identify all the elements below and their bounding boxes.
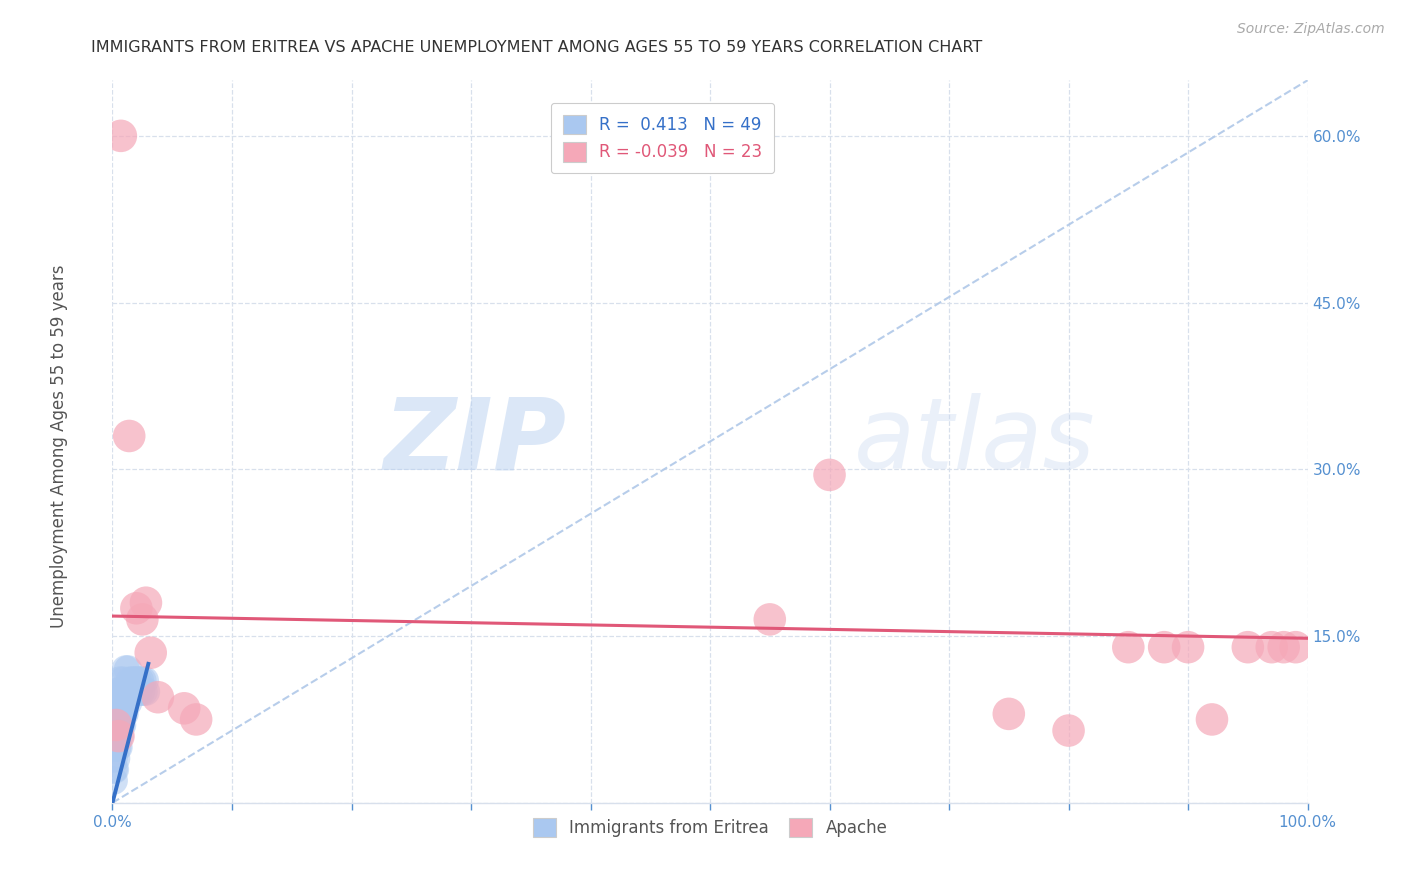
Point (108, 729, 131, 743)
Point (105, 696, 128, 710)
Point (105, 740, 128, 755)
Text: ZIP: ZIP (384, 393, 567, 490)
Point (105, 751, 128, 765)
Point (129, 684, 152, 698)
Point (135, 684, 157, 698)
Point (125, 601, 148, 615)
Point (114, 684, 135, 698)
Point (105, 706, 128, 721)
Point (186, 713, 208, 727)
Point (128, 684, 150, 698)
Point (108, 706, 131, 721)
Point (107, 729, 129, 743)
Point (1201, 713, 1223, 727)
Point (114, 696, 136, 710)
Point (104, 740, 127, 755)
Point (139, 646, 162, 660)
Point (118, 684, 141, 698)
Text: IMMIGRANTS FROM ERITREA VS APACHE UNEMPLOYMENT AMONG AGES 55 TO 59 YEARS CORRELA: IMMIGRANTS FROM ERITREA VS APACHE UNEMPL… (91, 40, 983, 55)
Point (121, 673, 143, 688)
Point (1261, 640, 1284, 655)
Point (105, 718, 128, 732)
Point (818, 467, 841, 482)
Text: Unemployment Among Ages 55 to 59 years: Unemployment Among Ages 55 to 59 years (51, 264, 67, 628)
Point (146, 690, 169, 705)
Point (103, 773, 125, 788)
Point (122, 684, 145, 698)
Point (121, 684, 143, 698)
Point (114, 662, 136, 676)
Point (104, 718, 127, 732)
Point (112, 673, 135, 688)
Point (132, 684, 155, 698)
Point (131, 673, 153, 688)
Point (117, 696, 139, 710)
Point (107, 718, 129, 732)
Point (115, 684, 138, 698)
Point (108, 673, 131, 688)
Point (103, 763, 125, 777)
Point (103, 740, 125, 755)
Point (1057, 723, 1080, 738)
Point (107, 740, 129, 755)
Point (1118, 640, 1140, 655)
Point (105, 729, 128, 743)
Point (111, 718, 134, 732)
Point (112, 706, 135, 721)
Point (998, 706, 1021, 721)
Point (759, 612, 782, 626)
Point (105, 718, 128, 732)
Point (131, 612, 153, 626)
Point (105, 684, 128, 698)
Point (124, 673, 146, 688)
Point (103, 751, 125, 765)
Text: atlas: atlas (853, 393, 1095, 490)
Point (111, 684, 134, 698)
Point (117, 662, 139, 676)
Point (110, 696, 132, 710)
Point (110, 718, 132, 732)
Point (135, 596, 157, 610)
Point (1237, 640, 1260, 655)
Point (1153, 640, 1175, 655)
Point (125, 684, 148, 698)
Point (129, 673, 152, 688)
Point (114, 706, 135, 721)
Point (104, 706, 127, 721)
Text: Source: ZipAtlas.com: Source: ZipAtlas.com (1237, 22, 1385, 37)
Point (104, 763, 127, 777)
Point (1272, 640, 1295, 655)
Point (120, 673, 142, 688)
Point (127, 673, 149, 688)
Point (118, 429, 141, 443)
Legend: Immigrants from Eritrea, Apache: Immigrants from Eritrea, Apache (520, 806, 900, 848)
Point (110, 128, 132, 143)
Point (173, 701, 195, 715)
Point (107, 684, 129, 698)
Point (134, 673, 156, 688)
Point (1285, 640, 1308, 655)
Point (1177, 640, 1199, 655)
